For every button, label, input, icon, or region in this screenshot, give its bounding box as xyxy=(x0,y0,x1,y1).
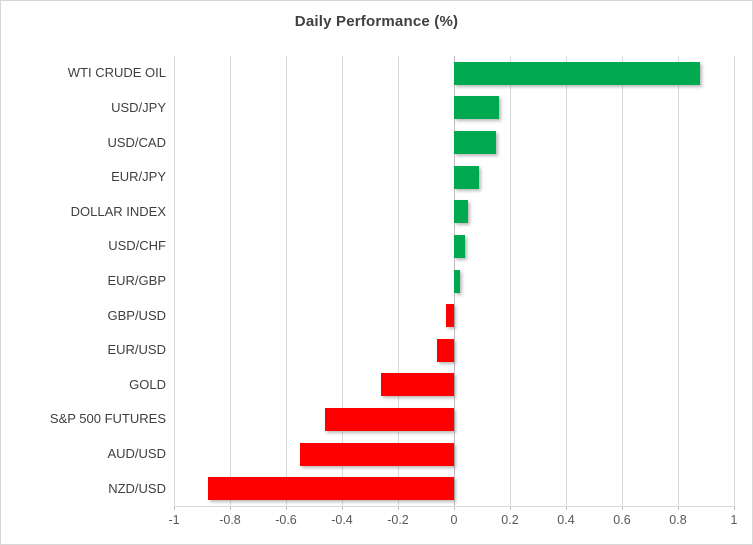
gridline xyxy=(565,56,567,506)
x-axis-line xyxy=(174,506,734,507)
x-tick-label: 1 xyxy=(730,513,738,527)
bar-eur-usd xyxy=(437,338,454,362)
x-tick-mark xyxy=(509,506,511,510)
category-label: EUR/JPY xyxy=(111,169,166,185)
category-label: AUD/USD xyxy=(107,446,166,462)
x-tick-mark xyxy=(565,506,567,510)
bar-s-p-500-futures xyxy=(325,407,454,431)
x-tick-label: 0.8 xyxy=(669,513,687,527)
x-tick-label: -1 xyxy=(168,513,180,527)
x-tick-mark xyxy=(173,506,175,510)
category-label: USD/CHF xyxy=(108,238,166,254)
x-tick-mark xyxy=(397,506,399,510)
category-label: GOLD xyxy=(129,376,166,392)
bar-eur-gbp xyxy=(454,269,460,293)
gridline xyxy=(173,56,175,506)
bar-dollar-index xyxy=(454,200,468,224)
bar-aud-usd xyxy=(300,442,454,466)
gridline xyxy=(677,56,679,506)
x-tick-mark xyxy=(677,506,679,510)
bar-gbp-usd xyxy=(445,304,454,328)
x-tick-mark xyxy=(285,506,287,510)
x-tick-label: 0 xyxy=(450,513,458,527)
x-tick-label: -0.6 xyxy=(275,513,297,527)
category-label: USD/CAD xyxy=(107,134,166,150)
bar-usd-chf xyxy=(454,234,466,258)
x-tick-mark xyxy=(229,506,231,510)
x-tick-label: 0.4 xyxy=(557,513,575,527)
chart-title: Daily Performance (%) xyxy=(294,13,459,30)
category-label: USD/JPY xyxy=(111,99,166,115)
category-label: S&P 500 FUTURES xyxy=(49,411,166,427)
x-tick-label: -0.4 xyxy=(331,513,353,527)
bar-eur-jpy xyxy=(454,165,480,189)
x-tick-mark xyxy=(733,506,735,510)
x-tick-mark xyxy=(341,506,343,510)
gridline xyxy=(509,56,511,506)
bar-wti-crude-oil xyxy=(454,61,701,85)
category-label: GBP/USD xyxy=(107,307,166,323)
x-tick-label: 0.2 xyxy=(501,513,519,527)
category-label: NZD/USD xyxy=(108,480,166,496)
x-tick-mark xyxy=(453,506,455,510)
bar-nzd-usd xyxy=(207,477,454,501)
category-label: EUR/GBP xyxy=(107,273,166,288)
gridline xyxy=(229,56,231,506)
gridline xyxy=(733,56,735,506)
gridline xyxy=(341,56,343,506)
x-tick-label: 0.6 xyxy=(613,513,631,527)
bar-usd-cad xyxy=(454,131,496,155)
x-tick-label: -0.8 xyxy=(219,513,241,527)
gridline xyxy=(285,56,287,506)
x-tick-mark xyxy=(621,506,623,510)
gridline xyxy=(397,56,399,506)
bar-usd-jpy xyxy=(454,96,499,120)
category-label: EUR/USD xyxy=(107,342,166,358)
category-label: DOLLAR INDEX xyxy=(70,203,166,219)
x-tick-label: -0.2 xyxy=(387,513,409,527)
category-label: WTI CRUDE OIL xyxy=(67,65,166,81)
bar-gold xyxy=(381,373,454,397)
gridline xyxy=(621,56,623,506)
